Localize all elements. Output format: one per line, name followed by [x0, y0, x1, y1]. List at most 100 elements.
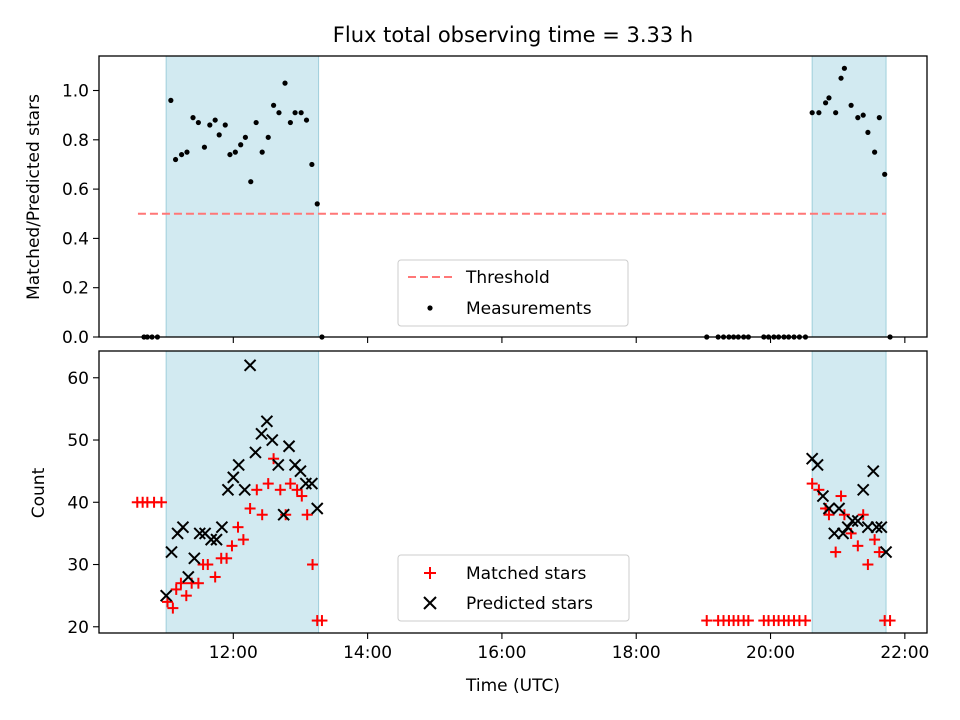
- count-legend-box: [397, 554, 630, 622]
- measurement-point: [222, 122, 228, 128]
- matched-star-point: [221, 552, 233, 564]
- measurement-point: [855, 115, 861, 121]
- predicted-star-point: [159, 589, 173, 602]
- matched-star-point: [742, 615, 754, 627]
- matched-star-point: [301, 509, 313, 521]
- ratio-legend: Threshold Measurements: [397, 259, 629, 327]
- ratio-panel: 0.0 0.2 0.4 0.6 0.8 1.0 Matched/Predicted sta…: [24, 55, 928, 348]
- count-plot-frame: [98, 350, 928, 634]
- matched-star-point: [170, 583, 182, 595]
- count-y-tick-label: 60: [67, 369, 89, 389]
- count-x-tick-label: 22:00: [880, 643, 929, 663]
- matched-star-point: [180, 590, 192, 602]
- count-y-axis-label: Count: [29, 467, 49, 518]
- matched-star-point: [268, 453, 280, 465]
- predicted-star-point: [822, 502, 836, 515]
- matched-star-point: [884, 615, 896, 627]
- matched-star-point: [244, 502, 256, 514]
- predicted-star-point: [221, 483, 235, 497]
- predicted-star-point: [311, 502, 324, 515]
- count-legend: Matched stars Predicted stars: [397, 554, 630, 622]
- count-observing-window-1: [811, 350, 887, 634]
- predicted-star-point: [277, 508, 290, 521]
- matched-star-point: [852, 540, 864, 552]
- measurement-point: [184, 149, 190, 155]
- measurement-point: [259, 149, 265, 155]
- matched-star-point: [830, 546, 842, 558]
- matched-star-point: [209, 571, 221, 583]
- measurement-point: [287, 119, 293, 126]
- ratio-observing-window-0: [165, 55, 320, 338]
- matched-star-point: [857, 509, 869, 521]
- measurement-point: [833, 110, 839, 116]
- count-panel: 20 30 40 50 60 12:00 14:00 16:00 18:00 20:00 22:0…: [29, 350, 929, 696]
- ratio-y-tick-label: 0.0: [62, 328, 89, 348]
- matched-star-point: [192, 577, 204, 589]
- ratio-y-tick-label: 0.8: [62, 131, 89, 151]
- measurement-point: [841, 65, 848, 71]
- matched-star-point: [823, 509, 835, 521]
- measurement-point: [822, 100, 829, 106]
- count-x-tick-label: 12:00: [209, 643, 258, 663]
- matched-star-point: [835, 490, 847, 502]
- measurement-point: [292, 110, 298, 116]
- count-y-tick-label: 30: [67, 556, 89, 576]
- matched-star-point: [274, 484, 286, 496]
- measurement-point: [876, 115, 882, 121]
- predicted-star-point: [832, 502, 846, 515]
- matched-star-point: [175, 577, 187, 589]
- predicted-star-point: [238, 483, 251, 497]
- measurement-point: [253, 119, 259, 126]
- matched-legend-swatch: [424, 567, 436, 579]
- measurement-point: [216, 132, 222, 138]
- measurement-point: [882, 171, 888, 177]
- measurement-point: [201, 144, 208, 150]
- ratio-legend-box: [397, 259, 629, 327]
- matched-star-point: [232, 521, 244, 533]
- predicted-star-point: [260, 415, 274, 428]
- measurement-point: [838, 75, 844, 81]
- predicted-star-point: [249, 446, 262, 459]
- measurement-point: [195, 119, 201, 126]
- measurement-point: [270, 102, 277, 108]
- measurement-point: [865, 129, 871, 136]
- count-y-tick-label: 40: [67, 493, 89, 513]
- x-axis-label: Time (UTC): [465, 676, 560, 696]
- matched-star-point: [838, 509, 850, 521]
- threshold-legend-label: Threshold: [465, 268, 550, 288]
- predicted-star-point: [188, 552, 201, 565]
- predicted-star-point: [272, 458, 285, 472]
- predicted-star-point: [841, 520, 854, 534]
- predicted-star-point: [846, 514, 859, 528]
- matched-star-point: [799, 615, 811, 627]
- predicted-star-point: [210, 533, 223, 546]
- count-x-tick-label: 20:00: [746, 643, 795, 663]
- predicted-star-point: [811, 458, 824, 472]
- matched-star-point: [873, 546, 885, 558]
- matched-star-point: [262, 478, 274, 490]
- ratio-y-tick-label: 0.2: [62, 279, 89, 299]
- measurement-point: [207, 122, 213, 128]
- matched-star-point: [280, 509, 292, 521]
- matched-star-point: [316, 615, 328, 627]
- chart-title: Flux total observing time = 3.33 h: [333, 23, 693, 47]
- measurement-point: [168, 97, 174, 103]
- predicted-star-point: [266, 433, 279, 447]
- count-x-tick-label: 16:00: [477, 643, 526, 663]
- measurements-legend-label: Measurements: [466, 299, 592, 319]
- measurements-legend-swatch: [427, 305, 433, 311]
- count-x-tick-label: 18:00: [612, 643, 661, 663]
- matched-star-point: [291, 484, 303, 496]
- ratio-y-tick-label: 0.4: [62, 229, 89, 249]
- measurement-point: [248, 179, 254, 185]
- predicted-star-point: [836, 527, 850, 540]
- predicted-star-point: [879, 545, 893, 559]
- measurement-point: [172, 156, 179, 163]
- measurement-point: [190, 115, 196, 121]
- matched-star-point: [251, 484, 263, 496]
- matched-star-point: [862, 559, 874, 571]
- measurement-point: [809, 110, 815, 116]
- matched-star-point: [167, 602, 179, 614]
- measurement-point: [178, 151, 185, 158]
- predicted-star-point: [255, 427, 268, 441]
